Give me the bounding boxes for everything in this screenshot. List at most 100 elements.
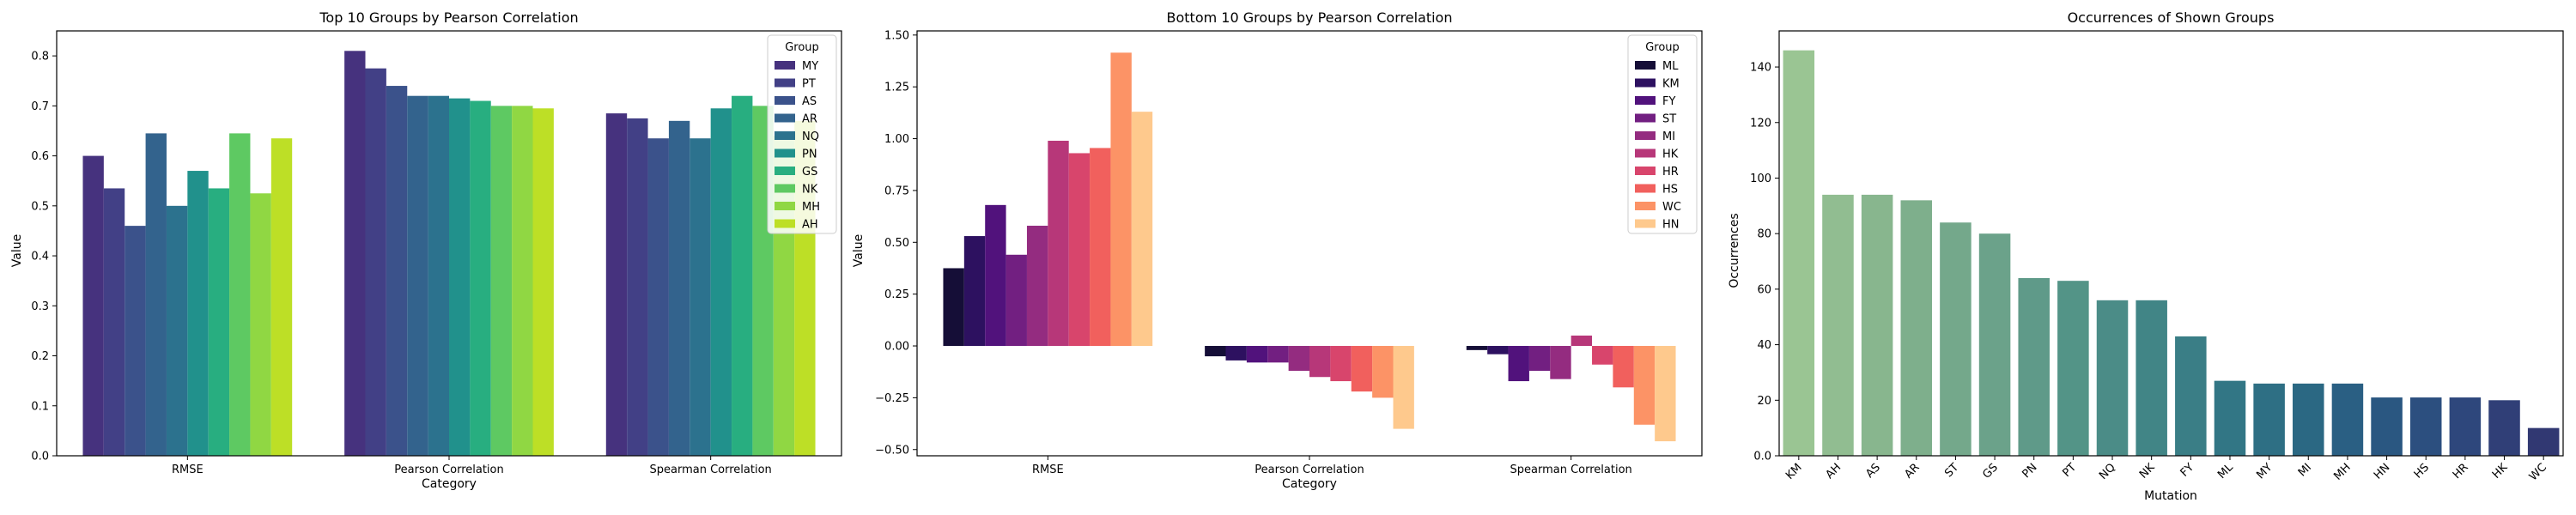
bar-NQ <box>2096 300 2129 456</box>
y-tick-label: 100 <box>1750 173 1771 185</box>
legend-swatch-ML <box>1635 61 1656 70</box>
axes-frame <box>56 30 842 457</box>
bar-MY-1 <box>344 51 366 456</box>
x-axis-label: Category <box>422 477 477 491</box>
bar-HR-1 <box>1330 346 1352 382</box>
legend-label-GS: GS <box>802 166 817 179</box>
x-tick-label: AR <box>1902 461 1922 481</box>
bar-PN <box>2018 277 2050 456</box>
bar-ML <box>2214 380 2246 456</box>
x-axis-label: Category <box>1282 477 1337 491</box>
bar-KM-2 <box>1487 346 1509 354</box>
bar-FY-0 <box>985 204 1006 347</box>
legend-swatch-FY <box>1635 96 1656 105</box>
bar-MI-2 <box>1550 346 1571 379</box>
bar-HN-2 <box>1655 346 1676 442</box>
y-tick-label: 1.00 <box>884 133 909 146</box>
legend-swatch-HR <box>1635 167 1656 175</box>
bar-MY <box>2253 383 2285 456</box>
y-tick-label: 0.0 <box>31 451 49 464</box>
legend-swatch-KM <box>1635 78 1656 88</box>
bar-HK <box>2488 400 2520 456</box>
bar-AR-2 <box>668 120 690 456</box>
bar-HS-1 <box>1351 346 1373 392</box>
bar-HK-0 <box>1048 140 1069 347</box>
x-tick-label: HR <box>2451 461 2471 482</box>
bar-ST <box>1940 222 1971 456</box>
bar-AH <box>1822 194 1854 456</box>
legend-swatch-NQ <box>775 131 795 140</box>
bar-PT-1 <box>365 68 386 457</box>
x-tick-label: Pearson Correlation <box>1255 464 1364 476</box>
legend-swatch-MH <box>775 202 795 210</box>
bar-GS-1 <box>470 100 491 456</box>
legend-swatch-HS <box>1635 184 1656 193</box>
bar-MH-1 <box>512 106 533 457</box>
bar-FY-1 <box>1246 346 1268 363</box>
legend-label-AR: AR <box>802 113 817 126</box>
bar-PN-0 <box>187 171 209 456</box>
x-tick-label: WC <box>2527 461 2549 483</box>
legend-label-FY: FY <box>1662 95 1675 108</box>
legend-label-ML: ML <box>1662 60 1679 73</box>
legend: Group ML KM FY ST MI HK HR HS WC HN <box>1627 34 1698 234</box>
x-tick-label: NK <box>2137 461 2158 482</box>
bottom10-panel: Bottom 10 Groups by Pearson Correlation … <box>852 9 1703 491</box>
bar-NK <box>2136 300 2167 456</box>
legend-label-HR: HR <box>1662 166 1679 179</box>
y-axis-label: Value <box>852 234 866 267</box>
y-tick-label: 0.4 <box>31 251 49 264</box>
x-tick-label: PT <box>2060 461 2079 480</box>
legend-label-MY: MY <box>802 60 818 73</box>
bar-AH-0 <box>270 138 293 457</box>
bar-AS <box>1861 194 1893 456</box>
legend-title: Group <box>785 41 819 54</box>
bar-GS-2 <box>732 95 753 457</box>
y-tick-label: 20 <box>1757 395 1771 408</box>
y-tick-label: 0.7 <box>31 100 49 113</box>
x-tick-label: Spearman Correlation <box>1510 464 1632 476</box>
y-axis-label: Occurrences <box>1728 213 1741 288</box>
x-tick-label: RMSE <box>1032 464 1064 476</box>
bar-AR-1 <box>407 95 428 457</box>
bar-HR <box>2449 397 2482 456</box>
legend-label-PN: PN <box>802 148 817 161</box>
bar-AS-1 <box>386 86 408 456</box>
bar-MI <box>2293 383 2324 456</box>
legend-swatch-HK <box>1635 148 1656 158</box>
legend-swatch-PT <box>775 78 795 88</box>
legend-label-NK: NK <box>802 184 818 197</box>
bar-AS-0 <box>125 226 146 456</box>
bar-HS-0 <box>1090 148 1111 347</box>
y-tick-label: −0.50 <box>875 444 909 457</box>
x-tick-label: NQ <box>2097 461 2118 482</box>
legend-label-ST: ST <box>1662 113 1676 126</box>
bar-AH-1 <box>532 108 554 456</box>
bar-HS <box>2409 397 2442 456</box>
y-tick-label: 0.3 <box>31 300 49 313</box>
y-tick-label: 0.6 <box>31 150 49 163</box>
bar-HR-2 <box>1592 346 1613 365</box>
x-tick-label: ST <box>1942 461 1961 480</box>
bar-AS-2 <box>647 138 669 457</box>
legend-label-NQ: NQ <box>802 130 819 143</box>
x-tick-label: MH <box>2331 461 2353 482</box>
legend: Group MY PT AS AR NQ PN GS NK MH AH <box>767 34 837 234</box>
bar-HN-1 <box>1393 346 1414 429</box>
chart-title: Bottom 10 Groups by Pearson Correlation <box>1167 9 1453 26</box>
bar-NQ-0 <box>166 205 188 456</box>
bar-HR-0 <box>1068 153 1091 347</box>
bar-ML-2 <box>1466 346 1488 350</box>
y-tick-label: 0.1 <box>31 400 49 413</box>
bar-GS <box>1978 233 2011 456</box>
legend-swatch-WC <box>1635 202 1656 210</box>
legend-label-HK: HK <box>1662 148 1679 161</box>
legend-label-WC: WC <box>1662 201 1681 214</box>
bar-PT-0 <box>103 188 125 457</box>
bar-MI-1 <box>1288 346 1309 371</box>
y-tick-label: 40 <box>1757 339 1771 352</box>
legend-label-HS: HS <box>1662 184 1678 197</box>
y-tick-label: −0.25 <box>875 392 909 405</box>
y-tick-label: 0.2 <box>31 350 49 363</box>
